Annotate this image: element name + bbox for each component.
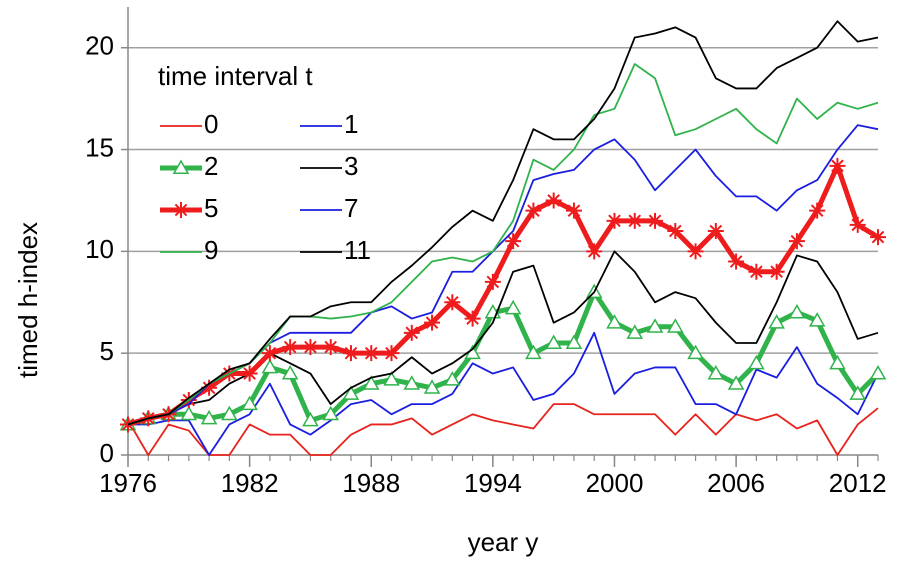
data-point [403,324,420,341]
data-point [302,339,319,356]
data-point [444,294,461,311]
x-tick-label: 2012 [829,468,887,498]
data-point [565,202,582,219]
data-point [261,358,279,374]
series-line [127,289,880,427]
data-point [768,263,785,280]
legend-label: 7 [344,193,358,223]
data-point [201,379,218,396]
data-point [342,385,360,400]
legend-label: 9 [204,235,218,265]
y-axis-label: timed h-index [13,222,43,378]
data-point [829,354,846,370]
data-point [808,312,826,327]
data-point [849,216,866,233]
x-tick-label: 1982 [221,468,279,498]
data-point [788,303,806,319]
data-point [423,379,441,394]
legend-label: 0 [204,109,218,139]
legend-label: 5 [204,193,218,223]
data-point [849,385,867,400]
data-point [342,345,359,362]
series-line [127,124,879,426]
data-point [829,157,846,174]
data-point [809,202,826,219]
x-tick-label: 1976 [99,468,157,498]
legend-marker [172,159,190,174]
data-point [707,223,724,239]
data-point [424,314,441,331]
data-point [626,212,643,229]
data-point [464,310,481,327]
legend-marker [173,202,189,218]
data-point [322,405,339,421]
data-point [403,375,421,390]
series-line [127,20,879,426]
data-point [545,192,562,209]
data-point [261,345,278,362]
data-point [606,314,623,329]
data-point [748,354,765,370]
legend-label: 11 [344,235,371,265]
data-point [707,365,725,380]
data-point [727,375,745,390]
data-point [728,253,745,270]
data-point [120,416,136,433]
series-line [127,250,879,426]
x-tick-label: 2006 [707,468,765,498]
data-point [667,223,684,239]
legend-label: 1 [344,109,358,139]
legend-label: 2 [204,151,218,181]
data-point [383,371,400,386]
data-point [383,345,400,362]
data-point [484,273,501,290]
data-point [200,409,218,425]
data-point [748,263,765,280]
data-point [869,365,887,380]
y-tick-label: 0 [100,438,114,468]
data-point [302,411,319,427]
data-point [241,365,258,382]
y-tick-label: 15 [85,132,114,162]
legend-label: 3 [344,151,358,181]
y-tick-label: 20 [85,31,114,61]
data-point [586,243,603,260]
data-point [362,375,380,390]
y-tick-label: 10 [85,234,114,264]
data-point [626,324,644,339]
data-point [667,318,684,333]
x-tick-label: 1988 [342,468,400,498]
legend-title: time interval t [158,61,313,91]
data-point [768,314,785,329]
data-point [444,371,461,386]
data-point [870,229,886,246]
x-axis-label: year y [468,527,539,557]
data-point [687,243,704,260]
x-tick-label: 2000 [586,468,644,498]
data-point [565,334,583,349]
series-line [127,403,879,456]
data-point [687,344,704,360]
data-point [545,334,562,349]
data-point [505,233,522,250]
data-point [647,212,664,229]
data-point [180,405,198,421]
data-point [646,318,664,333]
data-point [788,233,805,250]
x-tick-label: 1994 [464,468,522,498]
data-point [241,395,258,411]
y-tick-label: 5 [100,336,114,366]
data-point [606,212,623,229]
data-point [504,299,522,315]
data-point [221,405,238,421]
data-point [525,344,542,360]
data-point [525,202,542,219]
data-point [281,365,299,380]
data-point [363,345,380,362]
data-point [322,339,339,356]
data-point [282,339,299,356]
